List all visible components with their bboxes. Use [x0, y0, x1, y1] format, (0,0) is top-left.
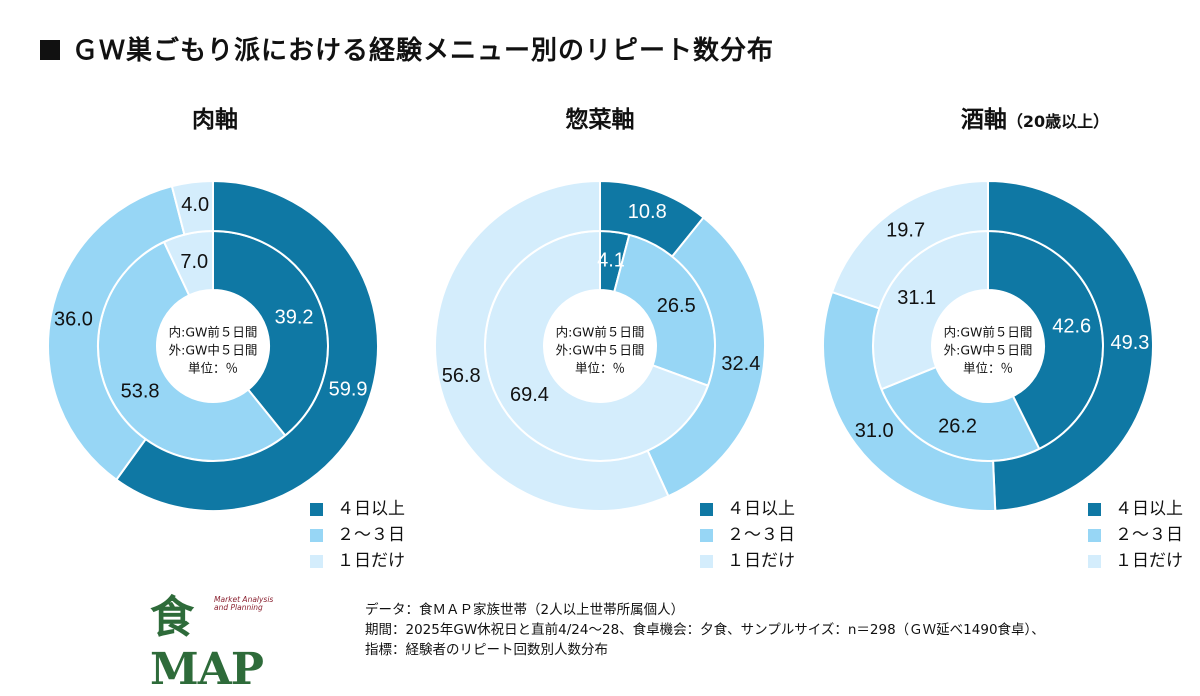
- legend-label: ４日以上: [337, 499, 405, 519]
- legend-meat: ４日以上 ２～３日 １日だけ: [310, 496, 405, 574]
- outer-slice-mid: [646, 216, 766, 498]
- legend-label: ４日以上: [727, 499, 795, 519]
- legend-swatch-high: [700, 502, 713, 516]
- outer-slice-low: [434, 179, 670, 512]
- legend-alcohol: ４日以上 ２～３日 １日だけ: [1088, 496, 1183, 574]
- donut-charts: 39.253.87.059.936.04.0内:GW前５日間外:GW中５日間単位…: [47, 179, 1154, 512]
- footer-period: 期間：2025年GW休祝日と直前4/24～28、食卓機会：夕食、サンプルサイズ：…: [365, 622, 1045, 638]
- donut-chart-2: 42.6 26.2 31.1 49.3 31.0 19.7 内:GW前５日間外:GW中５日間…: [822, 179, 1154, 512]
- legend-item: ４日以上: [1088, 496, 1183, 522]
- legend-swatch-high: [1088, 502, 1101, 516]
- footer-metric: 指標：経験者のリピート回数別人数分布: [365, 642, 608, 658]
- center-label-line: 単位：％: [188, 361, 238, 376]
- chart-title-deli-text: 惣菜軸: [565, 107, 635, 133]
- legend-swatch-mid: [1088, 528, 1101, 542]
- outer-slice-low: [170, 179, 214, 236]
- center-label-line: 外:GW中５日間: [944, 343, 1033, 358]
- outer-label-high: 10.8: [628, 201, 667, 223]
- center-label-line: 外:GW中５日間: [169, 343, 258, 358]
- legend-item: ２～３日: [310, 522, 405, 548]
- center-label-line: 外:GW中５日間: [556, 343, 645, 358]
- outer-slice-high: [987, 179, 1154, 512]
- legend-item: ４日以上: [310, 496, 405, 522]
- inner-label-high: 42.6: [1052, 315, 1091, 337]
- chart-title-meat: 肉軸: [150, 100, 280, 134]
- inner-label-low: 7.0: [180, 251, 208, 273]
- legend-deli: ４日以上 ２～３日 １日だけ: [700, 496, 795, 574]
- inner-label-high: 4.1: [597, 250, 625, 272]
- inner-label-low: 31.1: [897, 287, 936, 309]
- chart-title-meat-text: 肉軸: [192, 107, 238, 133]
- legend-label: ２～３日: [1115, 525, 1183, 545]
- legend-label: １日だけ: [337, 551, 405, 571]
- outer-label-low: 4.0: [181, 194, 209, 216]
- inner-label-high: 39.2: [275, 306, 314, 328]
- outer-slice-mid: [822, 290, 997, 512]
- footer-notes: データ：食ＭＡＰ家族世帯（2人以上世帯所属個人） 期間：2025年GW休祝日と直…: [365, 600, 1045, 660]
- page-title: ＧＷ巣ごもり派における経験メニュー別のリピート数分布: [40, 30, 774, 67]
- outer-label-low: 19.7: [886, 219, 925, 241]
- outer-slice-low: [830, 179, 989, 310]
- inner-label-mid: 26.2: [938, 415, 977, 437]
- legend-item: ４日以上: [700, 496, 795, 522]
- legend-swatch-low: [310, 554, 323, 568]
- donut-hole: [544, 290, 656, 402]
- inner-label-mid: 26.5: [657, 295, 696, 317]
- legend-swatch-high: [310, 502, 323, 516]
- chart-subtitle-alcohol: （20歳以上）: [1006, 112, 1110, 131]
- legend-label: ２～３日: [337, 525, 405, 545]
- inner-label-mid: 53.8: [121, 381, 160, 403]
- page-title-text: ＧＷ巣ごもり派における経験メニュー別のリピート数分布: [72, 36, 775, 66]
- outer-label-mid: 31.0: [855, 420, 894, 442]
- legend-swatch-mid: [310, 528, 323, 542]
- outer-label-low: 56.8: [442, 365, 481, 387]
- center-label-line: 内:GW前５日間: [944, 325, 1033, 340]
- center-label-line: 内:GW前５日間: [169, 325, 258, 340]
- legend-item: １日だけ: [1088, 548, 1183, 574]
- donut-chart-0: 39.2 53.8 7.0 59.9 36.0 4.0 内:GW前５日間外:GW中５日間単位…: [47, 179, 379, 512]
- donut-hole: [157, 290, 269, 402]
- outer-label-high: 59.9: [329, 379, 368, 401]
- legend-label: １日だけ: [1115, 551, 1183, 571]
- chart-title-alcohol-text: 酒軸: [960, 107, 1007, 133]
- legend-label: ４日以上: [1115, 499, 1183, 519]
- outer-slice-high: [114, 179, 379, 512]
- logo-tagline: Market Analysis and Planning: [214, 595, 274, 612]
- center-label-line: 単位：％: [575, 361, 625, 376]
- legend-item: １日だけ: [700, 548, 795, 574]
- outer-slice-mid: [47, 184, 186, 482]
- legend-swatch-low: [1088, 554, 1101, 568]
- center-label-line: 単位：％: [963, 361, 1013, 376]
- outer-label-mid: 32.4: [721, 353, 760, 375]
- chart-title-deli: 惣菜軸: [535, 100, 665, 134]
- legend-swatch-mid: [700, 528, 713, 542]
- outer-label-high: 49.3: [1110, 332, 1149, 354]
- legend-swatch-low: [700, 554, 713, 568]
- donut-chart-1: 4.1 26.5 69.4 10.8 32.4 56.8 内:GW前５日間外:GW中５日間単…: [434, 179, 766, 512]
- legend-item: ２～３日: [700, 522, 795, 548]
- title-square-icon: [40, 40, 60, 60]
- chart-title-alcohol: 酒軸（20歳以上）: [905, 100, 1165, 134]
- center-label-line: 内:GW前５日間: [556, 325, 645, 340]
- shokumap-logo: 食MAP Market Analysis and Planning: [150, 592, 300, 695]
- outer-label-mid: 36.0: [54, 309, 93, 331]
- footer-data-source: データ：食ＭＡＰ家族世帯（2人以上世帯所属個人）: [365, 602, 685, 618]
- legend-label: ２～３日: [727, 525, 795, 545]
- legend-item: ２～３日: [1088, 522, 1183, 548]
- inner-label-low: 69.4: [510, 384, 549, 406]
- legend-item: １日だけ: [310, 548, 405, 574]
- donut-hole: [932, 290, 1044, 402]
- legend-label: １日だけ: [727, 551, 795, 571]
